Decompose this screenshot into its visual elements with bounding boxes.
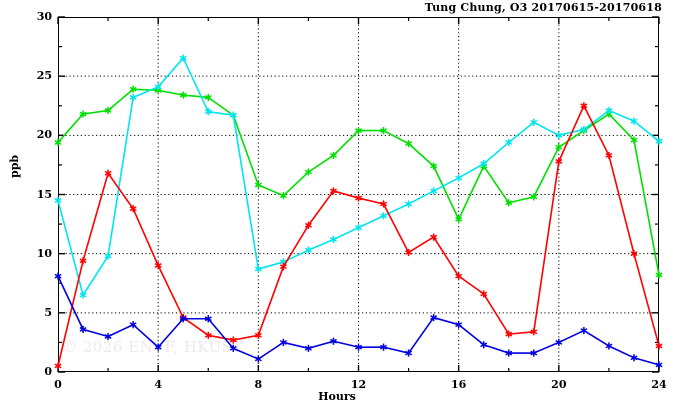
x-tick-label: 4 (154, 378, 162, 391)
x-tick-label: 16 (451, 378, 467, 391)
y-tick-label: 10 (36, 246, 52, 260)
y-tick-label: 25 (36, 69, 52, 83)
y-tick-label: 15 (36, 187, 52, 201)
x-tick-label: 8 (254, 378, 263, 391)
x-tick-label: 0 (54, 378, 62, 391)
x-axis-label: Hours (318, 390, 356, 403)
data-series-series-red (54, 102, 663, 370)
x-tick-label: 12 (350, 378, 367, 391)
y-tick-label: 20 (36, 128, 52, 142)
data-series-layer (54, 54, 663, 370)
y-tick-label: 0 (44, 365, 52, 378)
chart-title: Tung Chung, O3 20170615-20170618 (424, 1, 662, 14)
x-tick-label: 24 (651, 378, 667, 391)
x-tick-label: 20 (551, 378, 567, 391)
data-series-series-blue (54, 272, 663, 369)
y-tick-label: 30 (36, 10, 52, 23)
y-tick-label: 5 (44, 305, 52, 319)
data-series-series-cyan (54, 54, 663, 299)
